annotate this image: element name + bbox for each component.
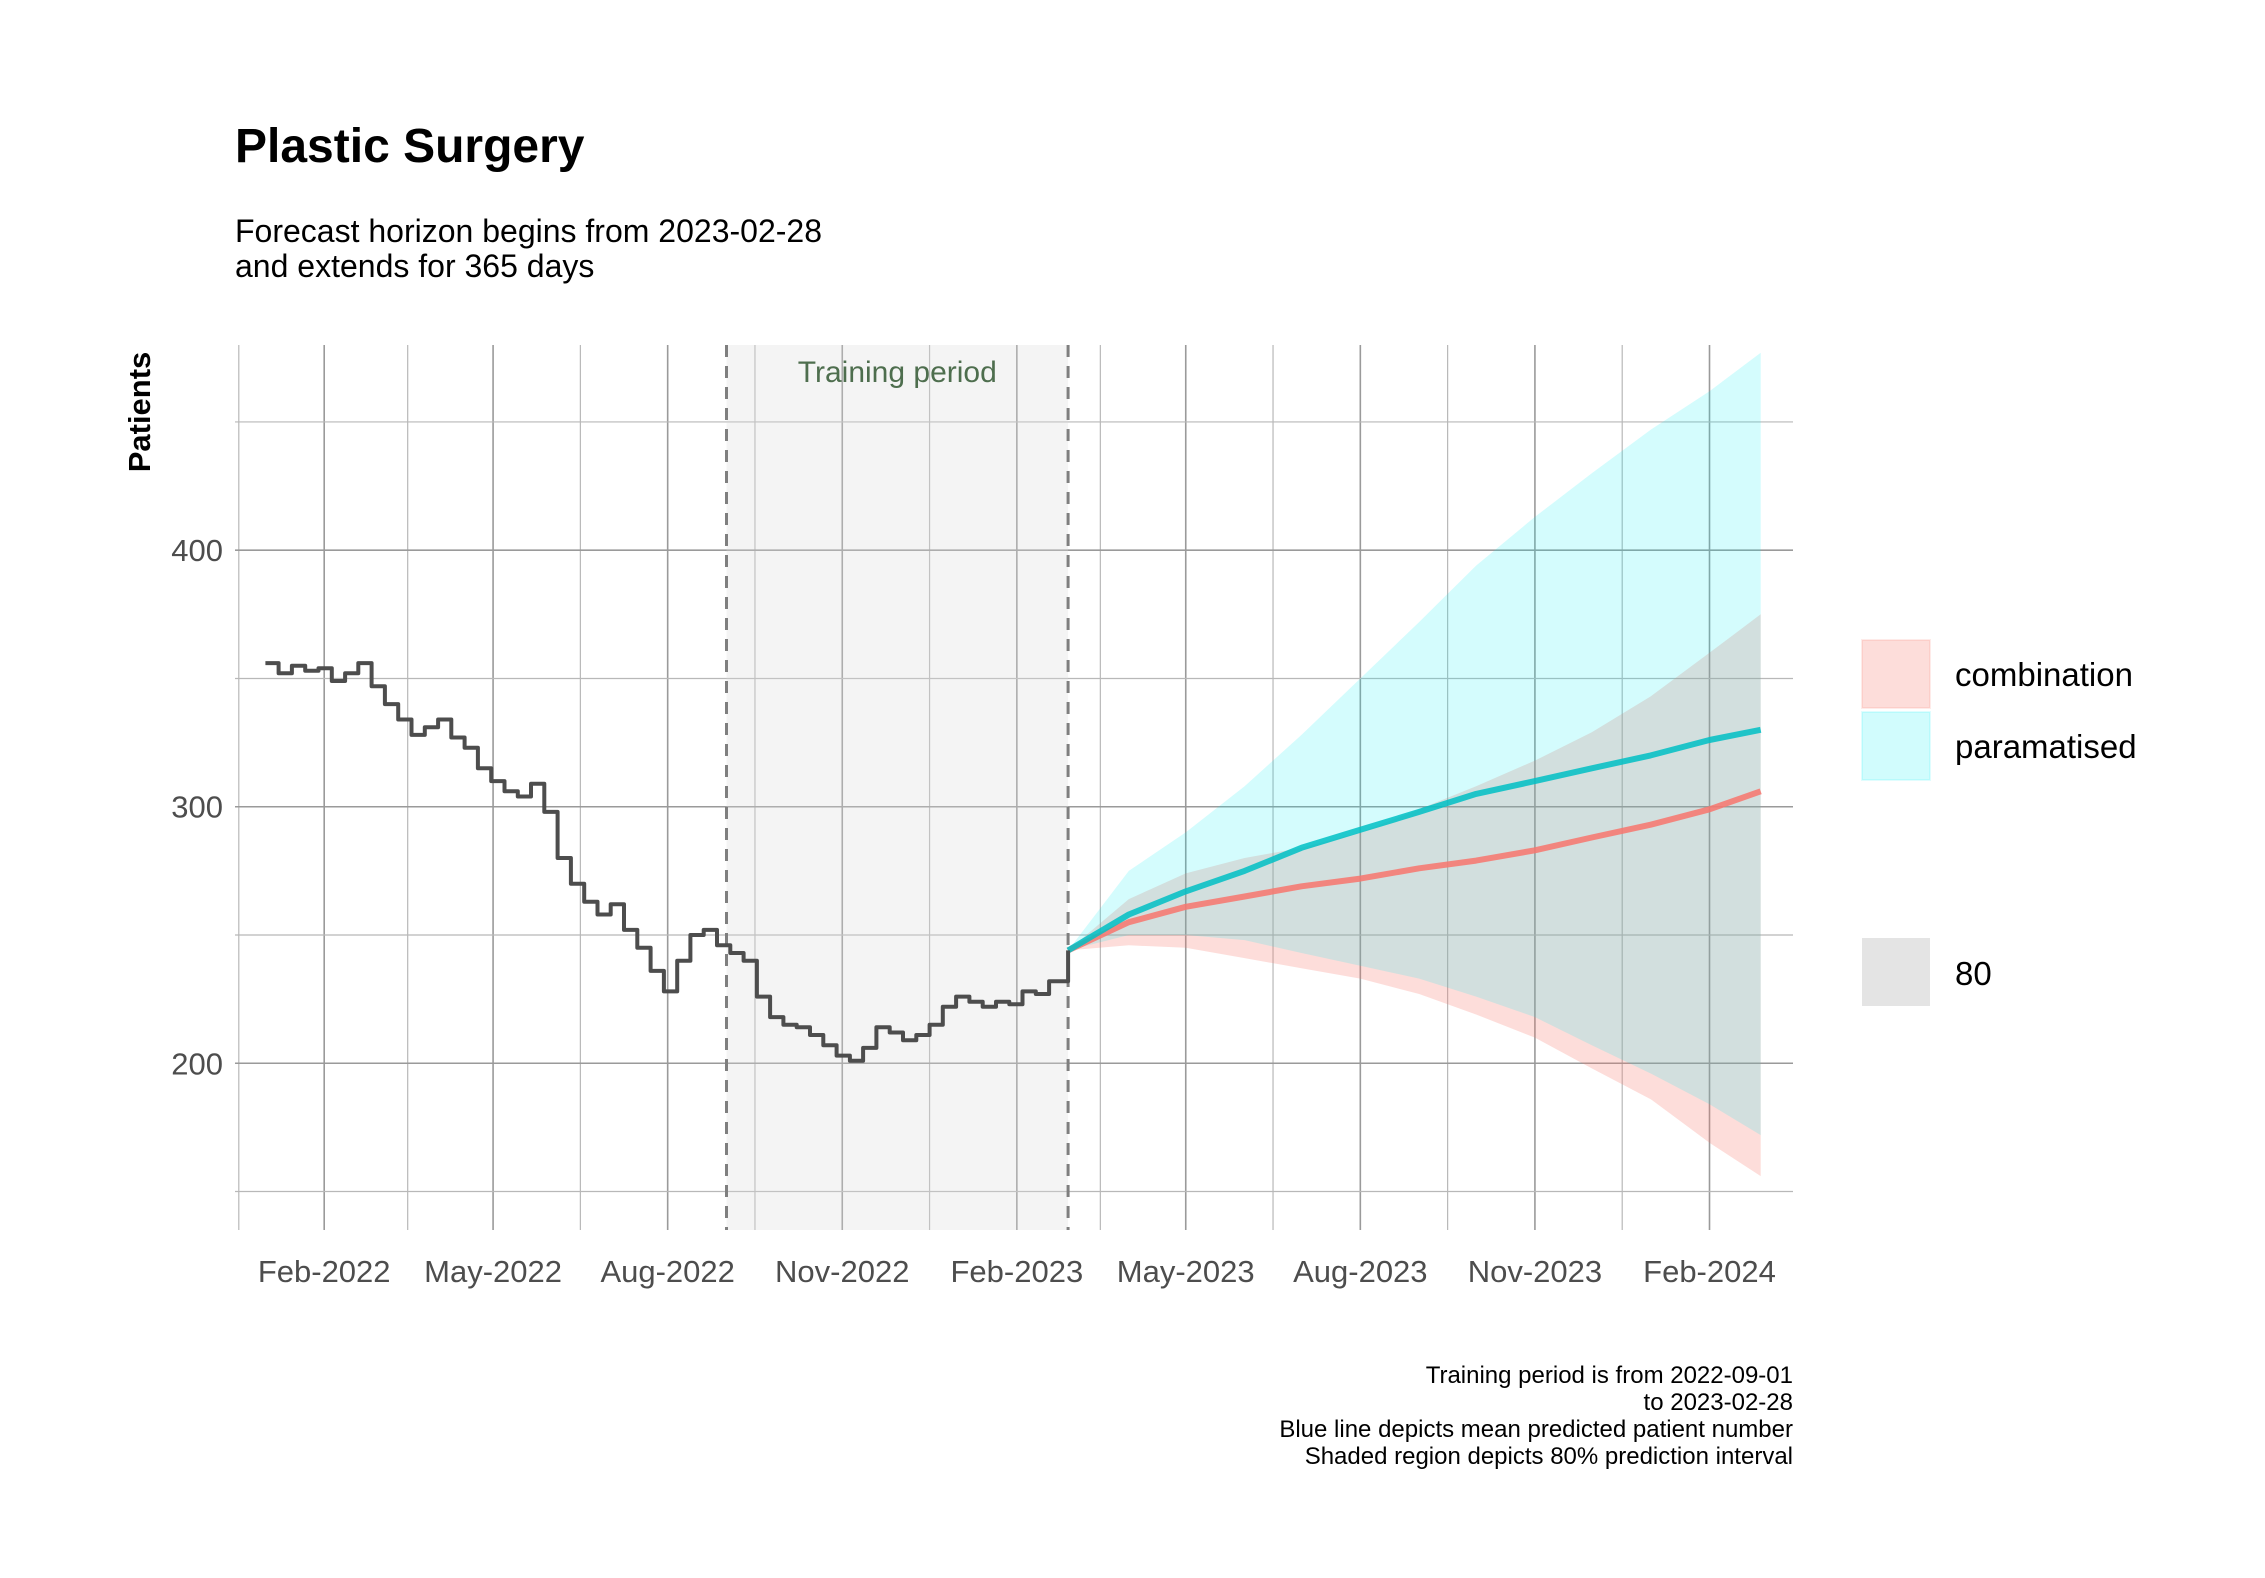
training-period-label: Training period	[798, 356, 997, 389]
caption: Training period is from 2022-09-01 to 20…	[1279, 1362, 1793, 1470]
caption-line-4: Shaded region depicts 80% prediction int…	[1305, 1443, 1793, 1470]
grid-lines	[235, 345, 1793, 1230]
x-tick-label: May-2023	[1117, 1254, 1255, 1289]
caption-line-2: to 2023-02-28	[1644, 1389, 1793, 1416]
x-tick-label: Nov-2023	[1468, 1254, 1602, 1289]
legend-label-level-80: 80	[1955, 955, 1992, 992]
y-tick-label: 400	[171, 533, 223, 568]
legend: combination paramatised 80	[1861, 639, 2137, 1006]
caption-line-3: Blue line depicts mean predicted patient…	[1279, 1416, 1793, 1443]
x-tick-label: Feb-2023	[950, 1254, 1083, 1289]
mean-line-combination	[1066, 788, 1762, 954]
chart-subtitle-line-2: and extends for 365 days	[235, 248, 594, 284]
prediction-interval-bands	[1068, 352, 1761, 1177]
legend-key-level-80	[1862, 938, 1930, 1006]
y-tick-label: 200	[171, 1046, 223, 1081]
mean-line-paramatised	[1066, 726, 1762, 953]
axis-ticks: Feb-2022 May-2022 Aug-2022 Nov-2022 Feb-2023…	[171, 533, 1776, 1289]
chart-title: Plastic Surgery	[235, 120, 585, 173]
training-period-region: Training period	[725, 345, 1070, 1230]
x-tick-label: Feb-2022	[258, 1254, 391, 1289]
legend-label-paramatised: paramatised	[1955, 728, 2137, 765]
x-tick-label: Nov-2022	[775, 1254, 909, 1289]
band-paramatised	[1068, 352, 1761, 1136]
x-tick-label: Feb-2024	[1643, 1254, 1776, 1289]
band-combination	[1068, 614, 1761, 1177]
chart-subtitle-line-1: Forecast horizon begins from 2023-02-28	[235, 213, 822, 249]
y-axis-label: Patients	[122, 352, 157, 473]
caption-line-1: Training period is from 2022-09-01	[1426, 1362, 1793, 1389]
observed-patients-line	[265, 661, 1071, 1063]
x-tick-label: Aug-2023	[1293, 1254, 1427, 1289]
legend-key-paramatised	[1861, 711, 1931, 781]
series-lines	[265, 661, 1762, 1063]
training-period-shade	[726, 345, 1069, 1230]
legend-key-combination	[1861, 639, 1931, 709]
x-tick-label: Aug-2022	[600, 1254, 734, 1289]
legend-label-combination: combination	[1955, 656, 2133, 693]
x-tick-label: May-2022	[424, 1254, 562, 1289]
y-tick-label: 300	[171, 790, 223, 825]
